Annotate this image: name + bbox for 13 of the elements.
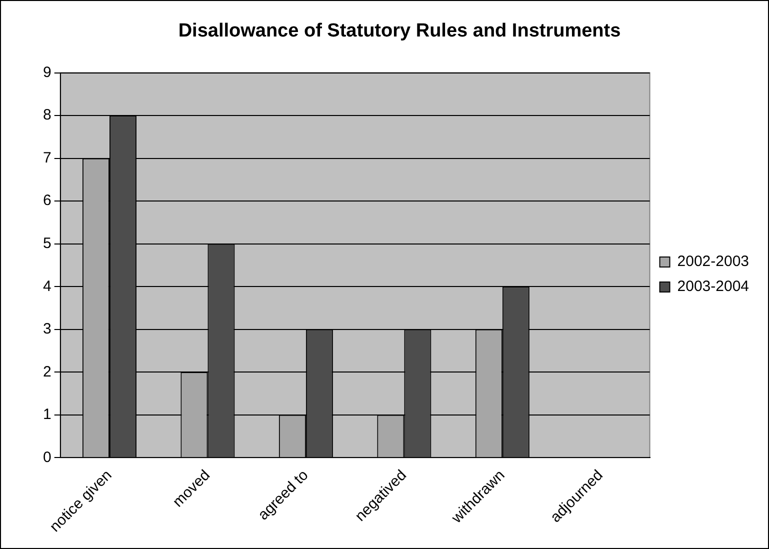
y-tick-label: 4	[43, 278, 52, 295]
legend-label: 2003-2004	[677, 278, 749, 296]
y-tick-label: 1	[43, 406, 52, 424]
y-tick-label: 3	[43, 320, 52, 338]
y-tick-label: 8	[43, 106, 52, 124]
y-tick-label: 6	[43, 192, 52, 210]
y-tick-label: 7	[43, 149, 52, 166]
y-tick-label: 0	[43, 448, 52, 466]
chart-title: Disallowance of Statutory Rules and Instruments	[178, 20, 621, 42]
y-tick-label: 9	[43, 64, 52, 81]
y-tick-label: 5	[43, 234, 52, 252]
y-tick-label: 2	[43, 363, 52, 380]
legend-label: 2002-2003	[677, 253, 749, 270]
